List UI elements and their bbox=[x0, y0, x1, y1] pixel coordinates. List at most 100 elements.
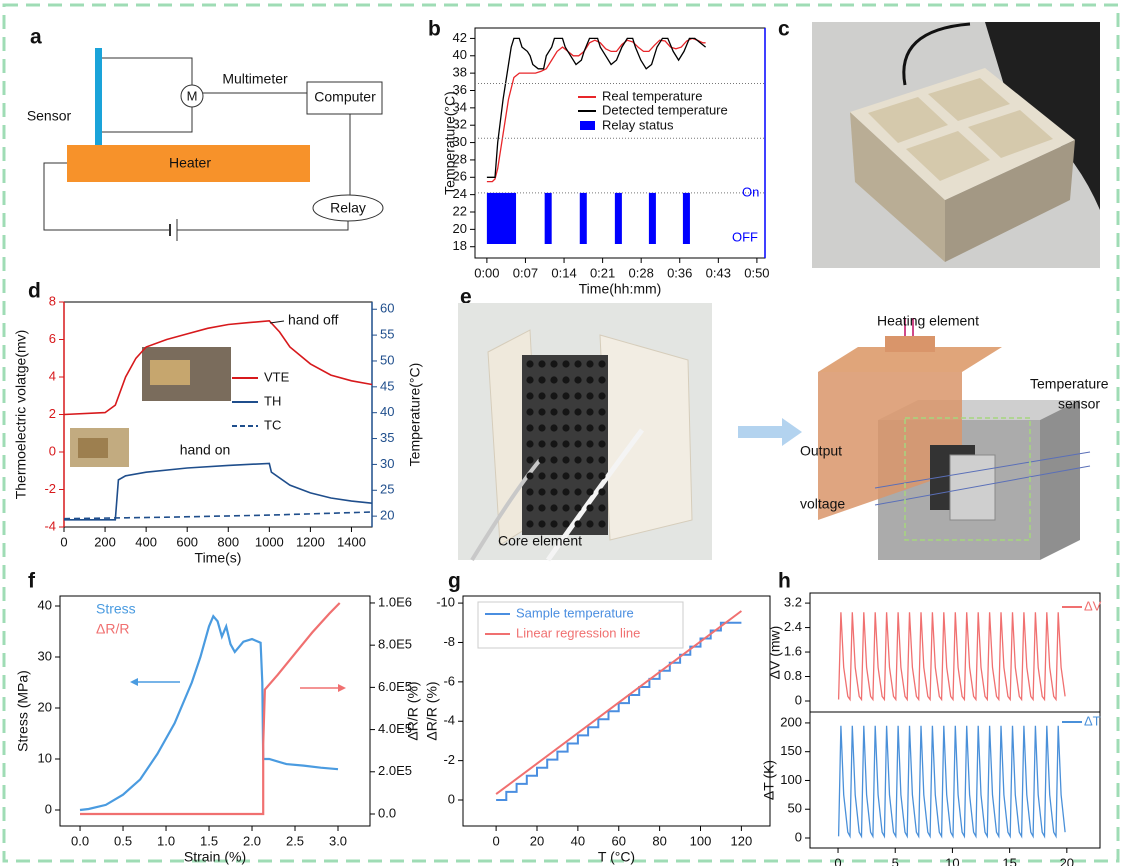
y-tick-label: 0.8 bbox=[784, 668, 802, 683]
label: voltage bbox=[800, 496, 845, 512]
photo-detail bbox=[538, 360, 545, 367]
data-line bbox=[496, 623, 741, 800]
photo-detail bbox=[586, 392, 593, 399]
photo-detail bbox=[538, 472, 545, 479]
photo-detail bbox=[526, 376, 533, 383]
label: Computer bbox=[314, 89, 376, 105]
photo-detail bbox=[562, 520, 569, 527]
photo-detail bbox=[574, 440, 581, 447]
y-tick-label: 38 bbox=[453, 65, 467, 80]
photo-detail bbox=[562, 456, 569, 463]
legend-label: ΔV bbox=[1084, 598, 1102, 613]
relay-bar bbox=[683, 193, 690, 244]
y2-tick-label: 8.0E5 bbox=[378, 637, 412, 652]
label: Sensor bbox=[27, 108, 72, 124]
arrow bbox=[338, 684, 346, 692]
y-axis-label: ΔR/R (%) bbox=[424, 681, 440, 740]
photo-detail bbox=[586, 408, 593, 415]
y-tick-label: 22 bbox=[453, 203, 467, 218]
label: Heating element bbox=[877, 313, 979, 329]
wire bbox=[102, 58, 192, 85]
legend-label: ΔR/R bbox=[96, 621, 129, 637]
photo-detail bbox=[598, 488, 605, 495]
y-tick-label: 0 bbox=[795, 692, 802, 707]
x-tick-label: 0 bbox=[834, 855, 841, 866]
y2-tick-label: 45 bbox=[380, 378, 394, 393]
y-axis-label: ΔV (mw) bbox=[767, 626, 783, 680]
y-tick-label: 40 bbox=[38, 597, 52, 612]
photo-detail bbox=[574, 360, 581, 367]
photo-detail bbox=[574, 504, 581, 511]
panel-label: g bbox=[448, 570, 461, 593]
panel-label: d bbox=[28, 280, 41, 303]
figure: a M Multimeter Computer Heater Relay Sen… bbox=[0, 0, 1123, 866]
x-tick-label: 1200 bbox=[296, 534, 325, 549]
data-line bbox=[64, 512, 372, 519]
y-tick-label: 42 bbox=[453, 30, 467, 45]
photo-detail bbox=[574, 520, 581, 527]
box bbox=[1040, 400, 1080, 560]
annotation: hand on bbox=[180, 442, 231, 458]
inset-photo bbox=[78, 438, 108, 458]
label: M bbox=[187, 88, 198, 103]
photo-detail bbox=[586, 376, 593, 383]
photo-detail bbox=[538, 392, 545, 399]
photo-detail bbox=[526, 424, 533, 431]
wire bbox=[177, 221, 348, 230]
photo-detail bbox=[562, 472, 569, 479]
y-tick-label: 3.2 bbox=[784, 595, 802, 610]
photo-detail bbox=[550, 360, 557, 367]
y-tick-label: 4 bbox=[49, 368, 56, 383]
y-tick-label: -10 bbox=[436, 595, 455, 610]
label: sensor bbox=[1058, 396, 1100, 412]
y2-tick-label: 20 bbox=[380, 508, 394, 523]
arrow bbox=[130, 678, 138, 686]
legend-label: Stress bbox=[96, 601, 136, 617]
relay-on-label: On bbox=[742, 184, 759, 199]
panel-label: b bbox=[428, 18, 441, 41]
x-tick-label: 15 bbox=[1002, 855, 1016, 866]
photo-detail bbox=[598, 440, 605, 447]
y-tick-label: 0 bbox=[448, 791, 455, 806]
photo-detail bbox=[562, 376, 569, 383]
photo-detail bbox=[538, 440, 545, 447]
x-tick-label: 0 bbox=[60, 534, 67, 549]
relay-bar bbox=[615, 193, 622, 244]
data-line bbox=[64, 463, 372, 519]
legend-label: VTE bbox=[264, 369, 290, 384]
x-tick-label: 80 bbox=[652, 833, 666, 848]
panel-e: e Core element Heating element Temperatu… bbox=[458, 286, 1109, 560]
label: Core element bbox=[498, 533, 582, 549]
x-tick-label: 40 bbox=[571, 833, 585, 848]
legend-label: Sample temperature bbox=[516, 605, 634, 620]
x-tick-label: 1400 bbox=[337, 534, 366, 549]
legend-label: Relay status bbox=[602, 117, 674, 132]
label: Heater bbox=[169, 155, 211, 171]
data-line bbox=[80, 616, 338, 810]
panel-a: a M Multimeter Computer Heater Relay Sen… bbox=[27, 26, 383, 241]
photo-detail bbox=[598, 376, 605, 383]
y-tick-label: 1.6 bbox=[784, 643, 802, 658]
x-tick-label: 0:21 bbox=[590, 265, 615, 280]
data-line bbox=[839, 726, 1066, 837]
y2-tick-label: 2.0E5 bbox=[378, 763, 412, 778]
photo-detail bbox=[586, 424, 593, 431]
photo-detail bbox=[574, 456, 581, 463]
photo-detail bbox=[598, 392, 605, 399]
x-tick-label: 0 bbox=[492, 833, 499, 848]
photo-detail bbox=[550, 424, 557, 431]
photo-detail bbox=[526, 440, 533, 447]
x-axis-label: T (°C) bbox=[598, 849, 635, 865]
photo-detail bbox=[562, 488, 569, 495]
photo-detail bbox=[538, 504, 545, 511]
arrow bbox=[738, 418, 802, 446]
y2-axis-label: Temperature(°C) bbox=[407, 363, 423, 467]
body: a M Multimeter Computer Heater Relay Sen… bbox=[0, 0, 1123, 866]
photo-detail bbox=[598, 424, 605, 431]
relay-off-label: OFF bbox=[732, 229, 758, 244]
photo-detail bbox=[598, 408, 605, 415]
photo-detail bbox=[550, 408, 557, 415]
annotation-arrow bbox=[270, 321, 284, 323]
y-tick-label: 2.4 bbox=[784, 619, 802, 634]
photo-detail bbox=[574, 424, 581, 431]
